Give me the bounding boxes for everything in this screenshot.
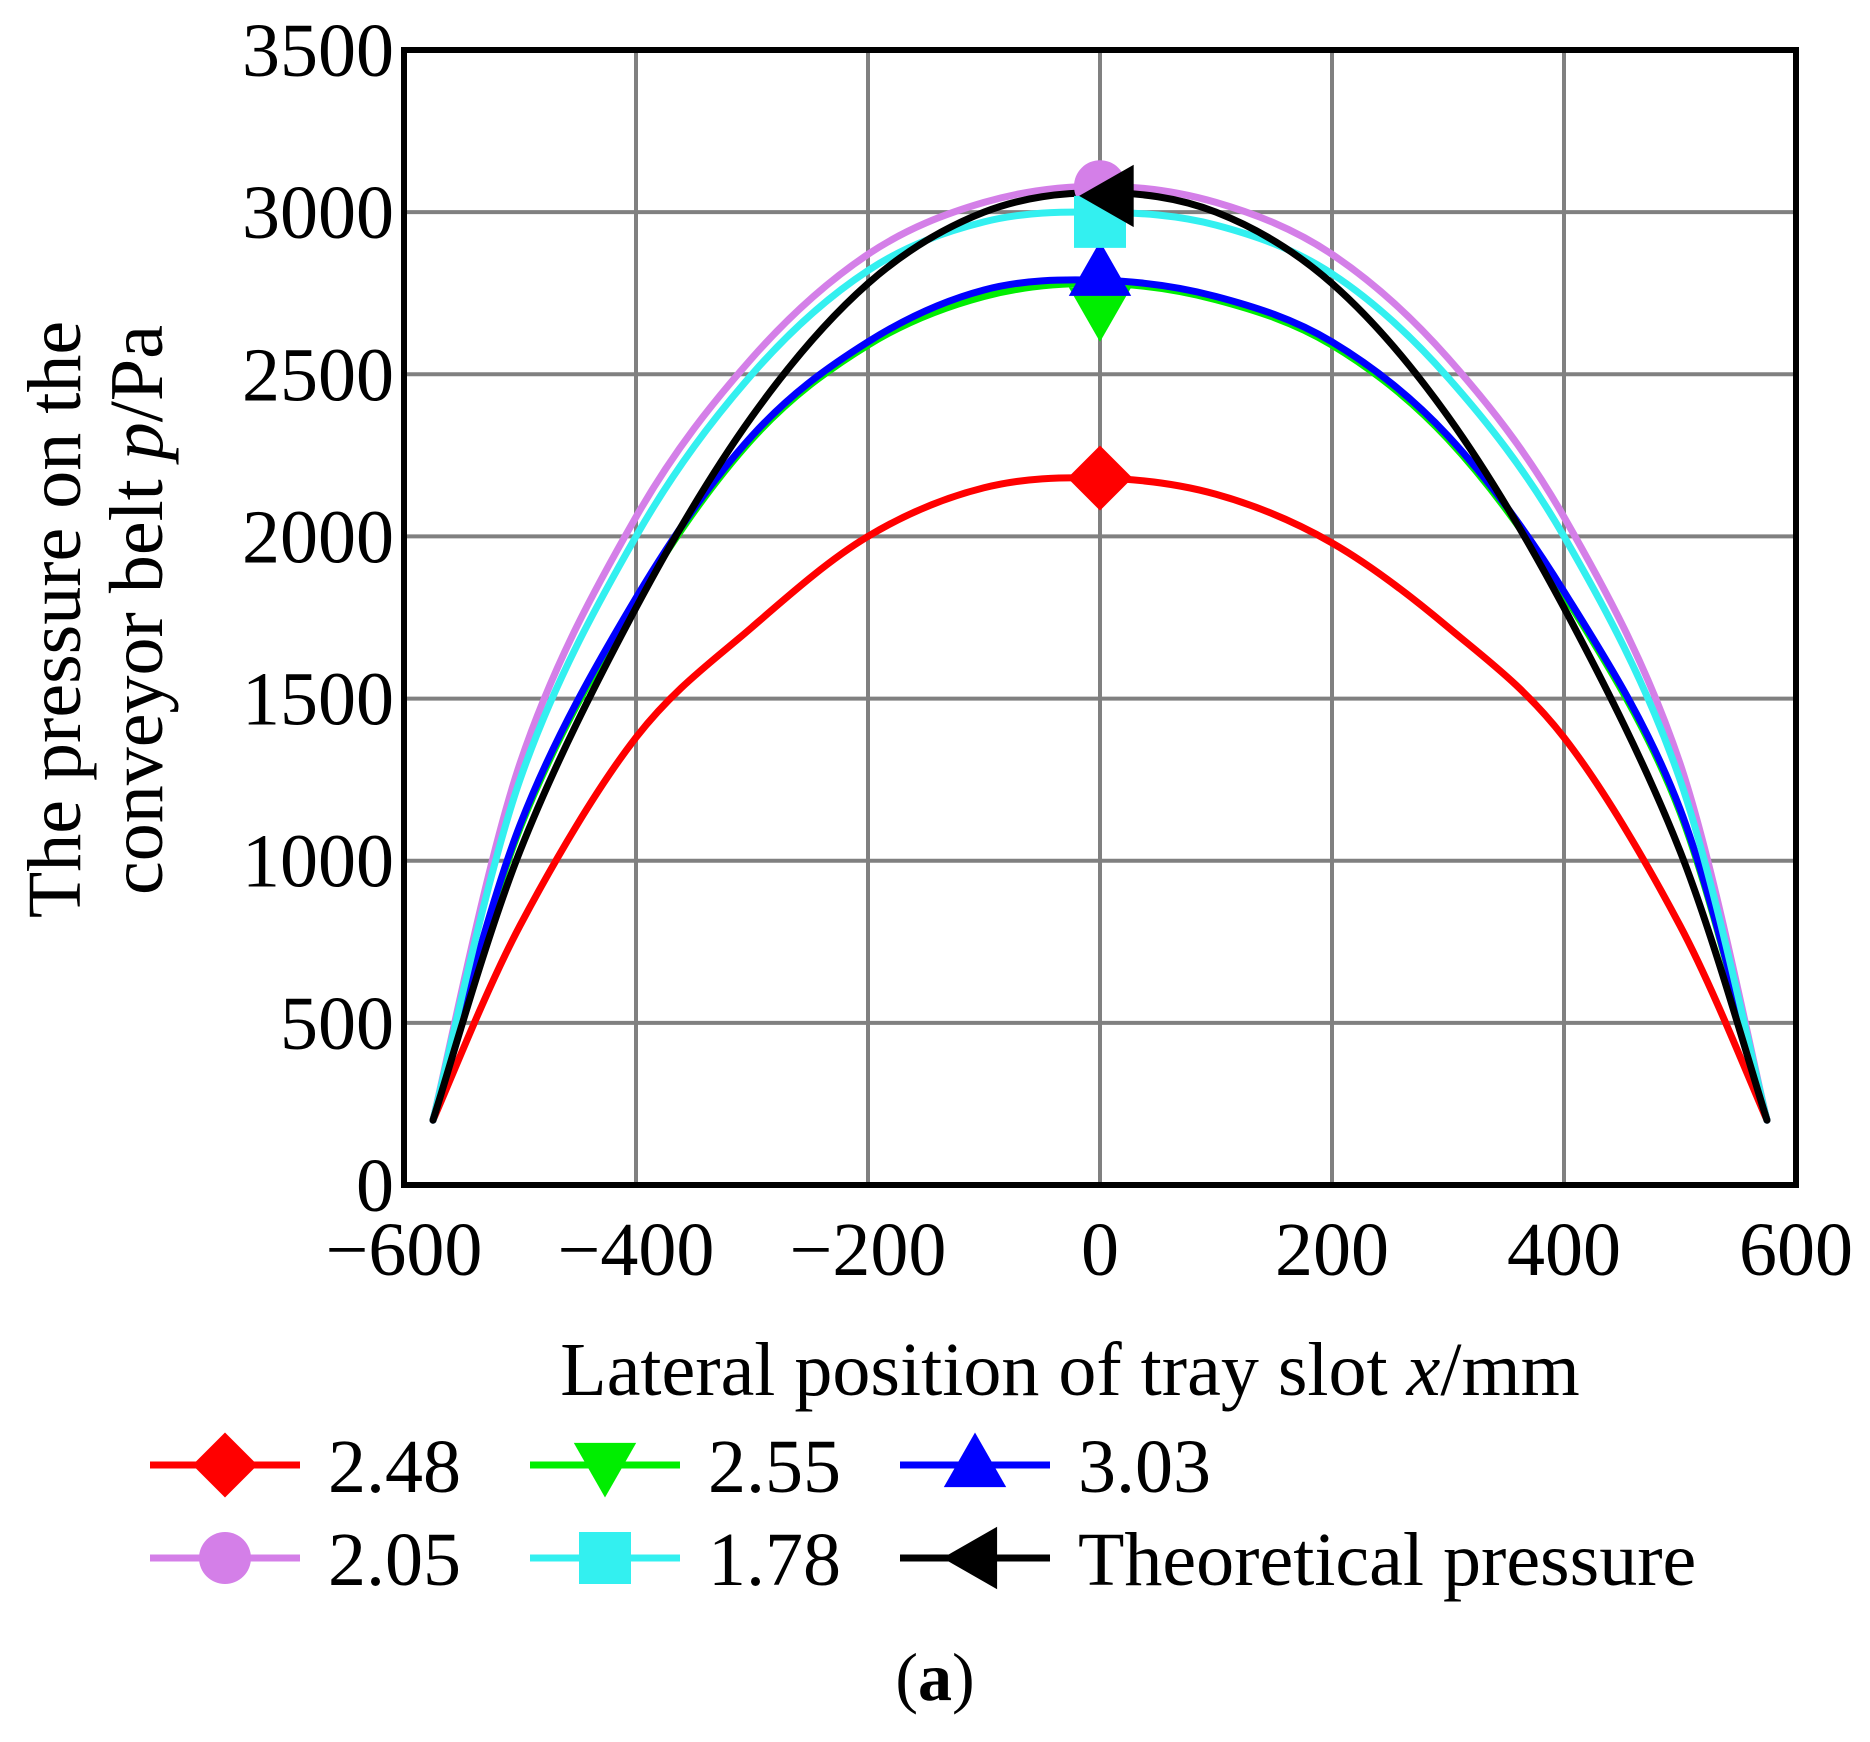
caption-open: ( [895,1639,918,1715]
x-axis-label-unit: /mm [1440,1328,1579,1412]
y-tick-label: 2000 [242,495,394,579]
x-axis-label: Lateral position of tray slot x/mm [560,1328,1579,1412]
legend-marker-2-48 [192,1432,258,1498]
tick-labels: −600 −400 −200 0 200 400 600 0 500 1000 1500 2000 25… [242,9,1853,1292]
y-tick-label: 1500 [242,658,394,742]
legend-item-2-05: 2.05 [150,1518,461,1602]
legend-marker-2-05 [199,1532,251,1584]
x-tick-label: 0 [1081,1208,1119,1292]
y-tick-label: 3000 [242,171,394,255]
legend: 2.48 2.55 3.03 2.05 1.78 Theoretical pressure [150,1425,1696,1602]
x-tick-label: 400 [1507,1208,1621,1292]
y-tick-label: 1000 [242,820,394,904]
legend-item-2-48: 2.48 [150,1425,461,1509]
y-axis-label-text: conveyor belt [95,460,179,895]
legend-marker-1-78 [579,1532,631,1584]
x-tick-label: −600 [326,1208,483,1292]
y-axis-label: The pressure on the conveyor belt p/Pa [13,302,179,918]
y-axis-label-line1: The pressure on the [13,321,97,918]
peak-markers [1067,160,1134,511]
x-tick-label: 600 [1739,1208,1853,1292]
legend-item-theoretical-pressure: Theoretical pressure [900,1518,1696,1602]
legend-item-2-55: 2.55 [530,1425,841,1509]
legend-label-theoretical-pressure: Theoretical pressure [1078,1518,1696,1602]
peak-marker-theoretical-pressure [1079,164,1134,228]
y-tick-label: 3500 [242,9,394,93]
figure-caption: (a) [895,1639,974,1715]
caption-close: ) [952,1639,975,1715]
x-tick-label: −200 [790,1208,947,1292]
legend-item-3-03: 3.03 [900,1425,1211,1509]
y-axis-label-unit: /Pa [95,325,179,422]
x-axis-label-var: x [1406,1328,1441,1412]
legend-item-1-78: 1.78 [530,1518,841,1602]
x-tick-label: −400 [558,1208,715,1292]
y-tick-label: 2500 [242,333,394,417]
x-tick-label: 200 [1275,1208,1389,1292]
legend-label-3-03: 3.03 [1078,1425,1211,1509]
legend-label-2-55: 2.55 [708,1425,841,1509]
y-axis-label-line2: conveyor belt p/Pa [95,325,179,895]
y-tick-label: 500 [280,982,394,1066]
peak-marker-3-03 [1068,241,1132,296]
legend-label-1-78: 1.78 [708,1518,841,1602]
legend-marker-2-55 [573,1442,637,1498]
x-axis-label-text: Lateral position of tray slot [560,1328,1406,1412]
legend-marker-3-03 [943,1432,1007,1488]
peak-marker-2-55 [1068,287,1132,342]
peak-marker-2-48 [1067,445,1133,511]
legend-label-2-48: 2.48 [328,1425,461,1509]
y-axis-label-var: p [95,422,179,465]
legend-marker-theoretical-pressure [942,1526,998,1590]
plot-frame [401,47,1799,1188]
legend-label-2-05: 2.05 [328,1518,461,1602]
y-tick-label: 0 [356,1144,394,1228]
caption-letter: a [918,1639,952,1715]
